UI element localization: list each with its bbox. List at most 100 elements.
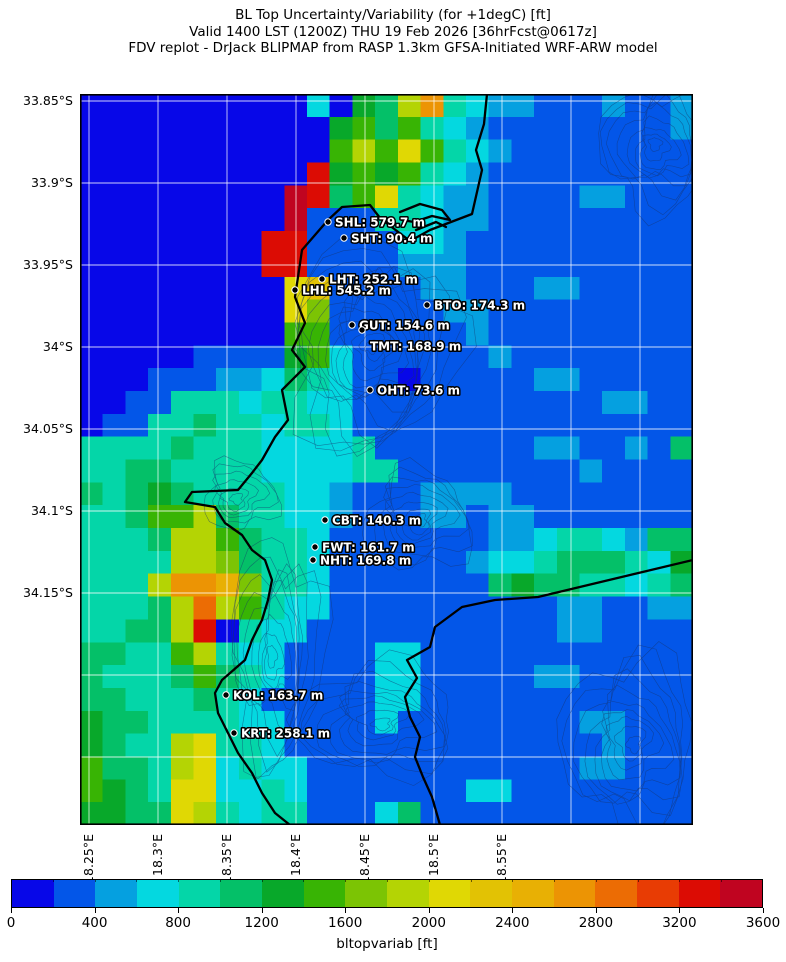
- contour-line: [338, 318, 403, 389]
- coastline: [183, 94, 489, 825]
- contour-line: [601, 709, 665, 781]
- grid-cell: [375, 231, 399, 255]
- grid-cell: [443, 322, 467, 346]
- grid-cell: [238, 779, 263, 803]
- grid-cell: [511, 413, 535, 438]
- grid-cell: [443, 413, 467, 438]
- grid-cell: [238, 322, 263, 346]
- contour-line: [385, 491, 449, 545]
- colorbar-minor-tick: [387, 879, 388, 882]
- colorbar-segment: [678, 880, 721, 907]
- grid-cell: [397, 185, 421, 209]
- grid-cell: [511, 482, 535, 506]
- stations: SHL: 579.7 m SHT: 90.4 m LHT: 252.1 mLHL: …: [222, 214, 527, 742]
- grid-cell: [125, 413, 149, 438]
- grid-cell: [670, 231, 693, 255]
- grid-cell: [579, 619, 603, 643]
- grid-cell: [397, 756, 421, 780]
- grid-cell: [443, 253, 467, 278]
- grid-cell: [488, 253, 512, 278]
- grid-cell: [624, 619, 648, 643]
- grid-cell: [102, 208, 126, 232]
- grid-cell: [148, 299, 172, 323]
- grid-cell: [602, 619, 626, 643]
- contour-line: [584, 668, 683, 805]
- station-label: SHL: 579.7 m: [335, 216, 425, 230]
- grid-cell: [511, 505, 535, 529]
- grid-cell: [556, 505, 580, 529]
- grid-cell: [602, 505, 626, 529]
- grid-cell: [125, 276, 149, 300]
- grid-cell: [125, 368, 149, 392]
- grid-cell: [375, 413, 399, 438]
- grid-cell: [624, 345, 648, 369]
- grid-cell: [602, 459, 626, 483]
- grid-cell: [443, 459, 467, 483]
- contour-line: [317, 268, 419, 413]
- grid-cell: [375, 619, 399, 643]
- grid-cell: [102, 573, 126, 597]
- grid-cell: [170, 276, 194, 300]
- grid-cell: [329, 253, 353, 278]
- colorbar-segment: [53, 880, 96, 907]
- grid-cell: [488, 276, 512, 300]
- grid-cell: [465, 185, 490, 209]
- grid-cell: [579, 482, 603, 506]
- grid-cell: [261, 185, 285, 209]
- grid-cell: [465, 802, 490, 825]
- grid-cell: [534, 459, 558, 483]
- colorbar-minor-tick: [219, 879, 221, 882]
- grid-cell: [420, 116, 444, 141]
- grid-cell: [375, 436, 399, 460]
- grid-cell: [193, 528, 217, 552]
- grid-cell: [647, 528, 671, 552]
- station-marker: [324, 218, 332, 226]
- grid-cell: [261, 710, 285, 735]
- station-label: NHT: 169.8 m: [320, 554, 411, 568]
- grid-cell: [375, 390, 399, 415]
- grid-cell: [647, 482, 671, 506]
- coastlines: [183, 94, 693, 825]
- colorbar-minor-tick: [637, 879, 639, 882]
- grid-cell: [329, 550, 353, 575]
- grid-cell: [420, 459, 444, 483]
- grid-cell: [216, 185, 240, 209]
- grid-cell: [488, 345, 512, 369]
- grid-cell: [125, 550, 149, 575]
- contour-line: [411, 513, 428, 528]
- grid-cell: [647, 642, 671, 666]
- grid-cell: [624, 299, 648, 323]
- contour-line: [315, 670, 449, 767]
- grid-cell: [647, 345, 671, 369]
- grid-cell: [511, 733, 535, 757]
- grid-cell: [102, 687, 126, 712]
- grid-cell: [80, 779, 104, 803]
- grid-cell: [670, 642, 693, 666]
- colorbar-tick: [94, 908, 96, 913]
- colorbar-tick: [11, 908, 12, 913]
- grid-cell: [556, 436, 580, 460]
- grid-cell: [670, 390, 693, 415]
- grid-cell: [397, 162, 421, 186]
- contour-line: [251, 579, 300, 712]
- grid-cell: [579, 231, 603, 255]
- station-label: FWT: 161.7 m: [322, 541, 415, 555]
- grid-cell: [80, 756, 104, 780]
- colorbar-minor-tick: [345, 879, 347, 882]
- grid-cell: [465, 390, 490, 415]
- colorbar-tick-label: 2800: [578, 915, 614, 931]
- grid-cell: [193, 299, 217, 323]
- colorbar-minor-tick: [512, 879, 514, 882]
- grid-cell: [488, 390, 512, 415]
- grid-cell: [170, 94, 194, 118]
- grid-cell: [193, 573, 217, 597]
- grid-cell: [261, 345, 285, 369]
- grid-cell: [261, 665, 285, 689]
- grid-cell: [238, 665, 263, 689]
- grid-cell: [238, 208, 263, 232]
- grid-cell: [375, 482, 399, 506]
- grid-cell: [420, 528, 444, 552]
- grid-cell: [465, 619, 490, 643]
- grid-cell: [352, 733, 376, 757]
- contour-line: [374, 466, 473, 566]
